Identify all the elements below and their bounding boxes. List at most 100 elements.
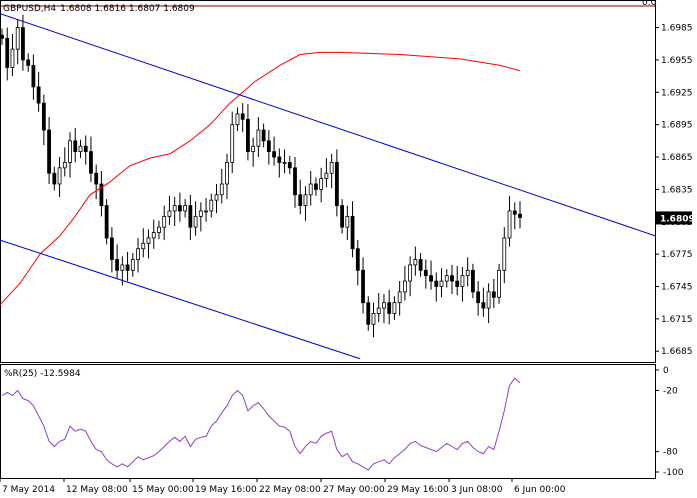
candle-body-81: [423, 269, 428, 277]
candle-61: [319, 167, 324, 203]
candle-33: [172, 196, 177, 227]
candle-body-40: [209, 199, 214, 212]
candle-body-83: [434, 280, 439, 287]
candle-body-22: [115, 259, 120, 271]
candle-7: [36, 71, 41, 112]
candle-87: [455, 265, 460, 296]
indicator-label: %R(25) -12.5984: [4, 369, 81, 379]
candle-49: [256, 117, 261, 158]
candle-body-46: [240, 113, 245, 120]
candle-body-26: [136, 248, 140, 260]
candle-body-59: [308, 183, 313, 196]
candle-34: [177, 192, 182, 222]
candle-body-24: [125, 264, 130, 271]
candle-96: [502, 227, 507, 284]
price-tick-label-3: 1.6895: [661, 121, 693, 131]
last-price-label: 1.6809: [656, 211, 695, 225]
candle-78: [408, 256, 413, 297]
candle-80: [418, 253, 423, 277]
candle-body-66: [345, 215, 350, 228]
price-tick-label-10: 1.6685: [661, 347, 693, 357]
candle-body-20: [104, 205, 109, 239]
price-pane-border: [0, 0, 656, 363]
candle-body-10: [52, 172, 57, 185]
candle-69: [361, 257, 365, 314]
candle-9: [47, 117, 51, 184]
candle-body-49: [256, 129, 261, 147]
candle-body-4: [21, 27, 25, 61]
candle-35: [183, 199, 188, 218]
candle-88: [460, 267, 465, 302]
time-tick-label-6: 29 May 16:00: [387, 485, 449, 495]
candle-body-8: [41, 102, 46, 131]
candle-37: [193, 201, 198, 236]
candle-60: [314, 177, 318, 196]
indicator-tick-label-2: -80: [663, 448, 678, 458]
channel-upper-line[interactable]: [0, 13, 656, 237]
candle-0: [0, 28, 4, 45]
candle-66: [345, 205, 350, 241]
candle-4: [21, 14, 25, 71]
channel-lower-line[interactable]: [0, 239, 361, 360]
candle-body-77: [402, 280, 407, 293]
candle-1: [5, 27, 10, 81]
candle-40: [209, 193, 214, 218]
price-tick-label-0: 1.6985: [661, 24, 693, 34]
candle-16: [83, 135, 88, 165]
price-tick-label-5: 1.6835: [661, 185, 693, 195]
candle-19: [99, 171, 104, 217]
candle-body-98: [512, 210, 517, 215]
candle-18: [94, 164, 99, 200]
candle-74: [387, 289, 392, 325]
time-tick-label-3: 19 May 16:00: [195, 485, 257, 495]
candle-body-11: [57, 167, 62, 185]
candle-body-14: [73, 140, 78, 153]
candle-72: [376, 292, 381, 323]
candle-24: [125, 251, 130, 282]
candle-body-31: [162, 215, 167, 228]
candle-25: [130, 253, 135, 277]
candles: [0, 14, 522, 338]
candle-body-79: [413, 259, 418, 266]
indicator-axis: 0 -20 -80 -100: [655, 366, 684, 478]
last-price-text: 1.6809: [660, 214, 695, 224]
candle-43: [225, 153, 229, 200]
candle-94: [491, 278, 496, 309]
candle-body-32: [167, 210, 172, 217]
candle-body-91: [476, 291, 481, 304]
candle-body-60: [314, 183, 318, 190]
candle-body-74: [387, 302, 392, 314]
candle-50: [261, 123, 266, 148]
candle-8: [41, 94, 46, 146]
candle-body-70: [366, 302, 371, 325]
candle-98: [512, 202, 517, 230]
candle-89: [465, 257, 470, 287]
candle-body-39: [204, 210, 208, 213]
candle-3: [15, 18, 20, 65]
candle-30: [157, 220, 161, 240]
candle-body-93: [486, 291, 491, 309]
candle-46: [240, 103, 245, 133]
candle-body-0: [0, 34, 4, 39]
candle-body-34: [177, 205, 182, 212]
candle-2: [10, 34, 15, 77]
candle-body-44: [230, 124, 235, 163]
candle-42: [219, 168, 224, 204]
price-tick-label-9: 1.6715: [661, 315, 693, 325]
candle-body-2: [10, 48, 15, 68]
moving-average-line: [0, 51, 521, 306]
candle-13: [68, 132, 72, 178]
time-tick-label-0: 7 May 2014: [2, 485, 55, 495]
candle-body-29: [151, 232, 156, 239]
candle-48: [251, 137, 256, 167]
candle-body-65: [340, 205, 345, 228]
price-tick-label-2: 1.6925: [661, 88, 693, 98]
candle-28: [146, 229, 151, 259]
candle-41: [214, 184, 219, 214]
candle-body-17: [89, 151, 93, 174]
candle-71: [371, 302, 376, 338]
candle-body-43: [225, 162, 229, 185]
candle-68: [355, 240, 360, 286]
candle-body-42: [219, 183, 224, 196]
candle-body-48: [251, 145, 256, 153]
